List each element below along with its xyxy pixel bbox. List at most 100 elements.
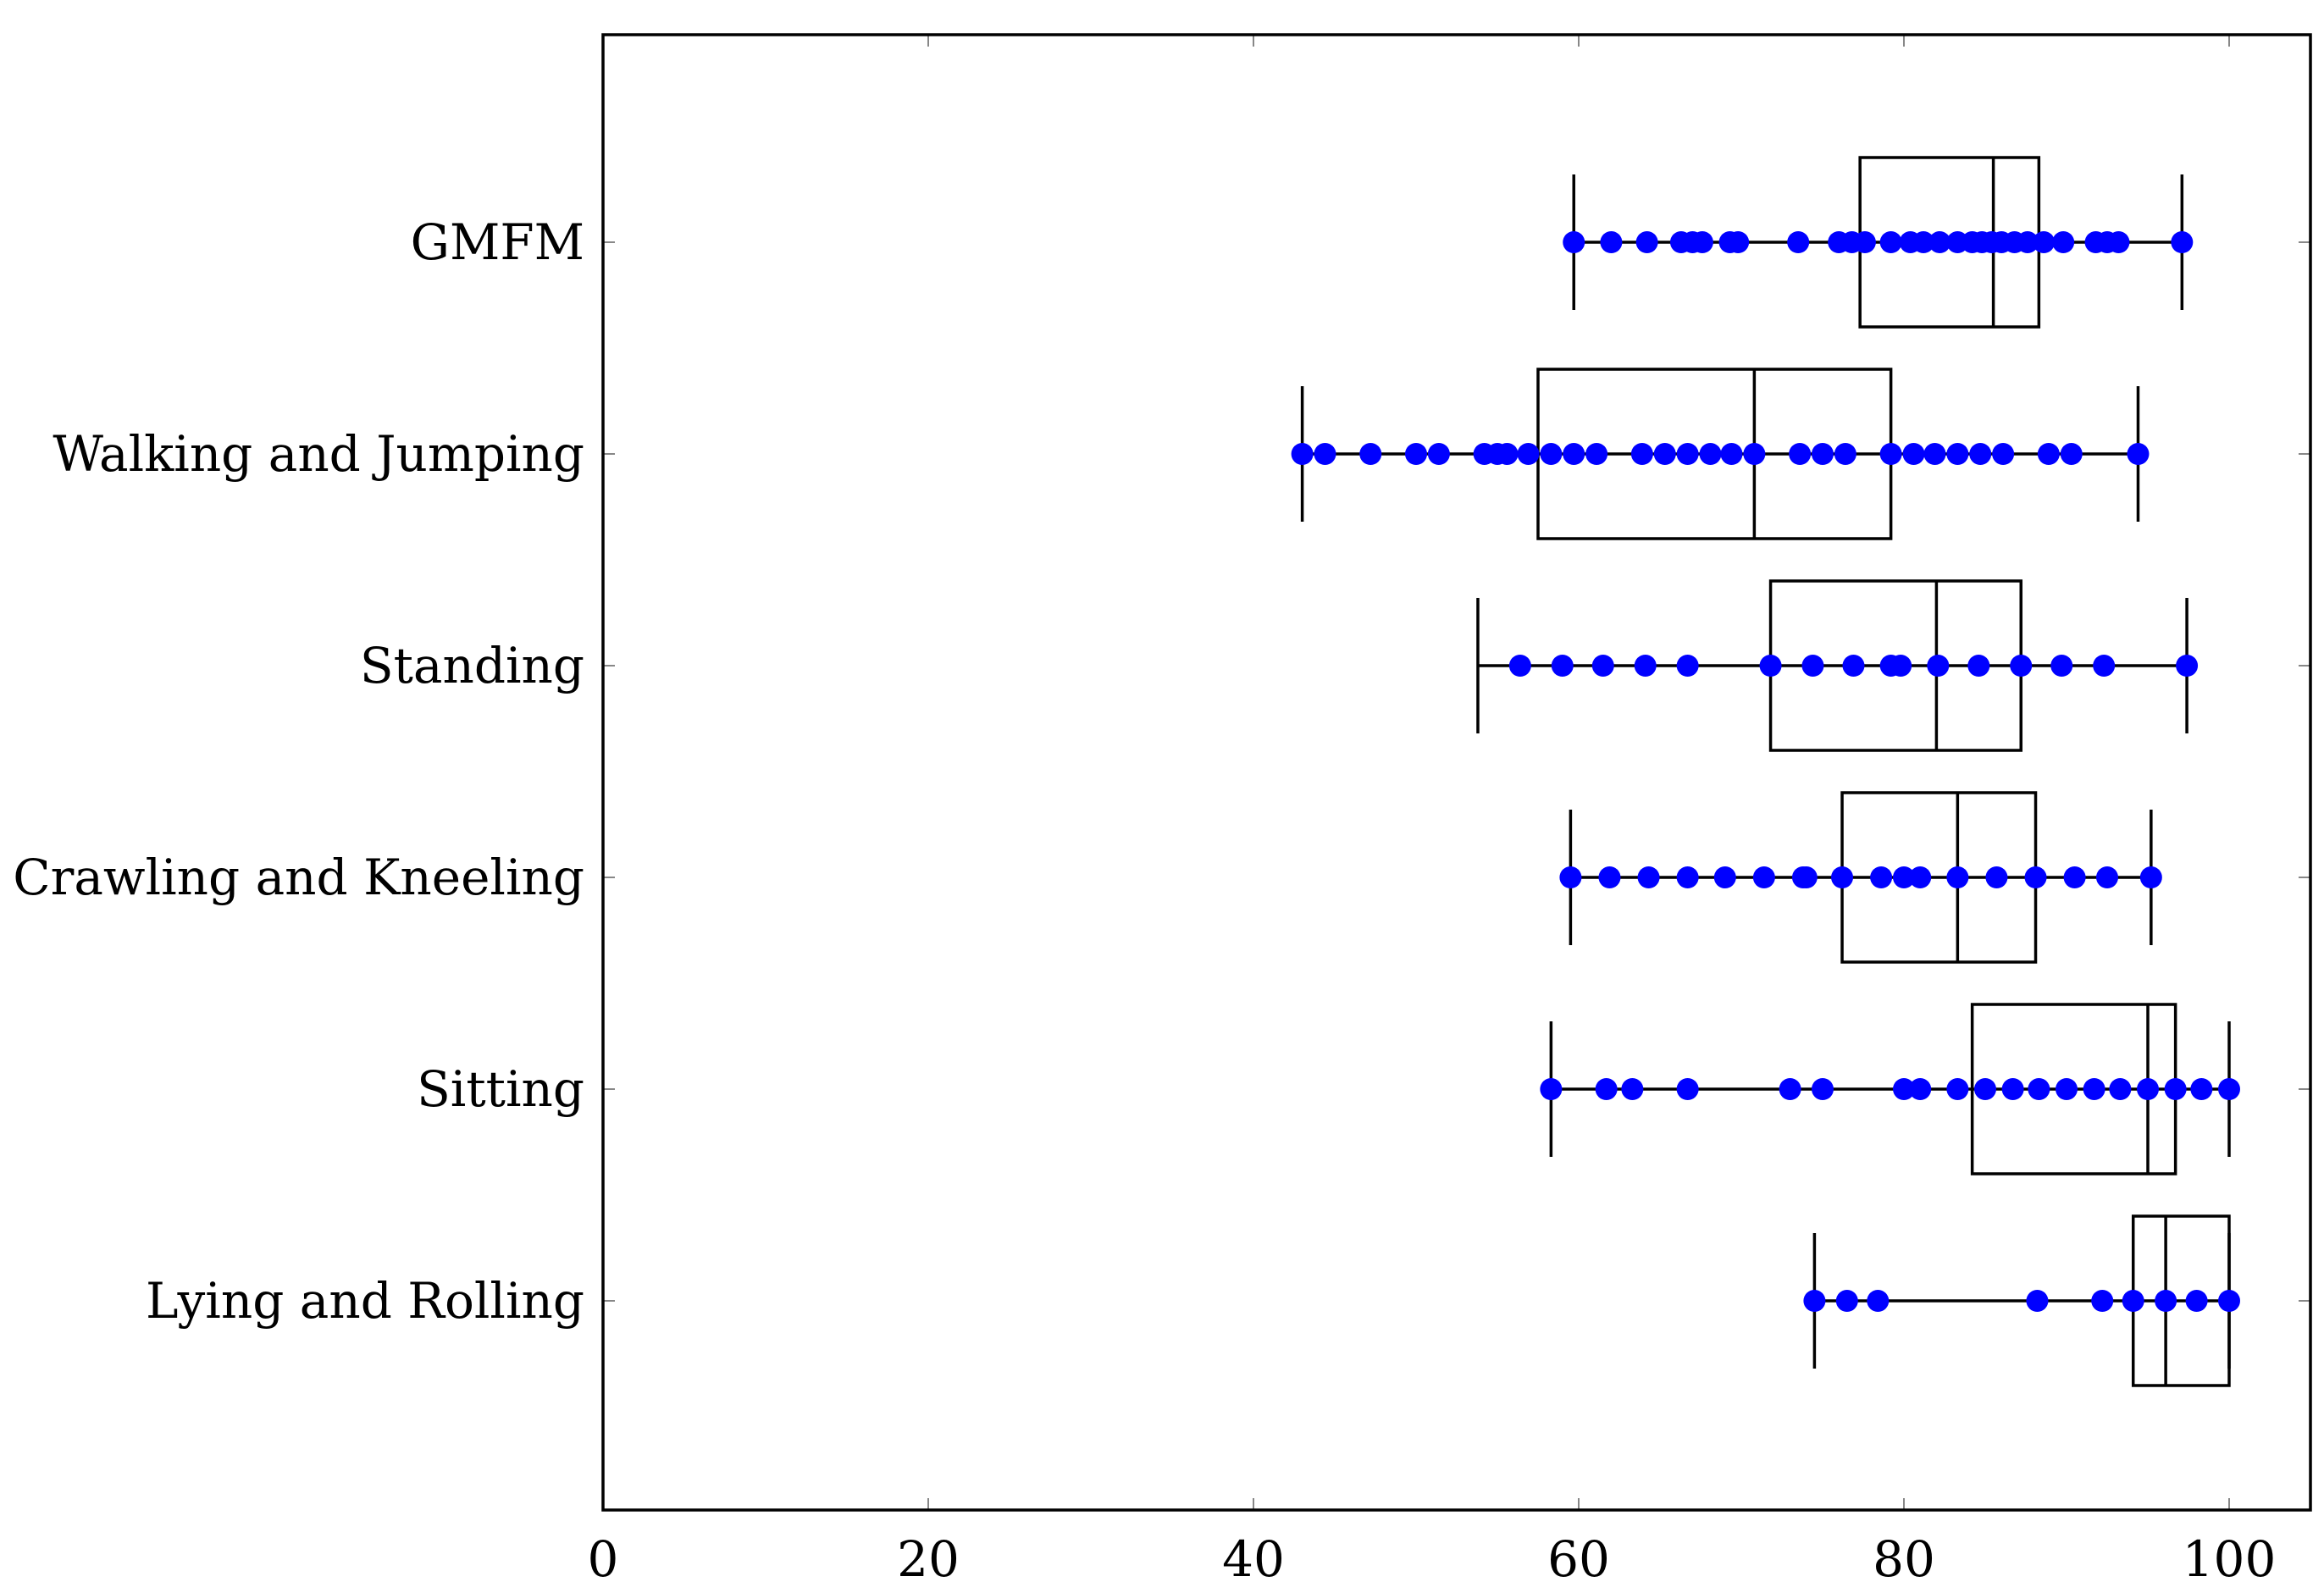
data-point (1540, 443, 1563, 465)
data-point (1879, 231, 1902, 253)
data-point (2010, 655, 2033, 677)
data-point (1637, 866, 1660, 888)
data-point (1803, 1290, 1826, 1312)
data-point (1985, 866, 2008, 888)
data-point (1621, 1078, 1644, 1100)
data-point (2171, 231, 2194, 253)
data-point (2016, 231, 2039, 253)
data-point (1867, 1290, 1890, 1312)
category-label: Standing (360, 637, 584, 694)
data-point (1517, 443, 1540, 465)
data-point (2107, 231, 2130, 253)
data-point (1727, 231, 1750, 253)
data-point (2185, 1290, 2208, 1312)
data-point (1676, 443, 1699, 465)
data-point (2050, 655, 2073, 677)
plot-frame (601, 33, 2312, 1512)
data-point (1634, 655, 1657, 677)
box-series (1300, 156, 2231, 1387)
data-point (1720, 443, 1743, 465)
data-point (1559, 866, 1582, 888)
data-point (2176, 655, 2199, 677)
data-point (1405, 443, 1427, 465)
data-point (1595, 1078, 1618, 1100)
data-point (1752, 866, 1775, 888)
data-point (1359, 443, 1382, 465)
data-point (2060, 443, 2083, 465)
data-point (1842, 655, 1865, 677)
x-tick-label: 60 (1547, 1530, 1610, 1582)
data-point (2037, 443, 2060, 465)
data-point (1967, 655, 1990, 677)
data-point (1779, 1078, 1801, 1100)
data-point (1992, 443, 2015, 465)
data-point (1812, 1078, 1834, 1100)
x-tick-label: 20 (897, 1530, 960, 1582)
data-point (2093, 655, 2116, 677)
data-point (1890, 655, 1912, 677)
data-point (2139, 866, 2162, 888)
data-point (1912, 231, 1935, 253)
data-point (2218, 1290, 2240, 1312)
data-point (1314, 443, 1336, 465)
data-point (1902, 443, 1925, 465)
data-point (1585, 443, 1608, 465)
data-point (1676, 1078, 1699, 1100)
data-point (1759, 655, 1782, 677)
data-point (1879, 443, 1902, 465)
x-tick-label: 100 (2183, 1530, 2277, 1582)
data-point (1831, 866, 1854, 888)
data-point (2033, 231, 2056, 253)
data-point (1909, 1078, 1932, 1100)
x-tick-label: 0 (588, 1530, 619, 1582)
data-point (1795, 866, 1818, 888)
data-point (1496, 443, 1519, 465)
data-point (1563, 443, 1585, 465)
data-point (1598, 866, 1621, 888)
data-point (1946, 866, 1969, 888)
x-axis-tick-labels: 0 20 40 60 80 100 (588, 1530, 2277, 1582)
data-points (1291, 231, 2240, 1312)
data-point (1676, 655, 1699, 677)
category-label: GMFM (411, 213, 584, 271)
data-point (1893, 866, 1915, 888)
data-point (2083, 1078, 2105, 1100)
data-point (1946, 1078, 1969, 1100)
data-point (1974, 1078, 1996, 1100)
data-point (2164, 1078, 2187, 1100)
data-point (1969, 443, 1992, 465)
tick-marks (602, 35, 2310, 1510)
data-point (1291, 443, 1314, 465)
category-label: Crawling and Kneeling (13, 849, 584, 906)
data-point (2028, 1078, 2050, 1100)
data-point (2190, 1078, 2213, 1100)
data-point (1801, 655, 1824, 677)
data-point (1690, 231, 1713, 253)
data-point (1946, 443, 1969, 465)
data-point (1928, 231, 1951, 253)
category-label: Lying and Rolling (146, 1272, 584, 1330)
data-point (1909, 866, 1932, 888)
data-point (2063, 866, 2086, 888)
data-point (1789, 443, 1812, 465)
category-label: Walking and Jumping (53, 425, 584, 483)
data-point (2052, 231, 2075, 253)
data-point (1508, 655, 1531, 677)
data-point (2026, 1290, 2049, 1312)
data-point (2218, 1078, 2240, 1100)
category-labels: GMFM Walking and Jumping Standing Crawling … (13, 213, 584, 1330)
data-point (1853, 231, 1876, 253)
data-point (1743, 443, 1766, 465)
data-point (1653, 443, 1676, 465)
data-point (1635, 231, 1658, 253)
data-point (2056, 1078, 2078, 1100)
data-point (1812, 443, 1834, 465)
data-point (2122, 1290, 2144, 1312)
data-point (1927, 655, 1950, 677)
x-tick-label: 80 (1873, 1530, 1935, 1582)
data-point (2109, 1078, 2132, 1100)
data-point (1870, 866, 1893, 888)
data-point (1676, 866, 1699, 888)
